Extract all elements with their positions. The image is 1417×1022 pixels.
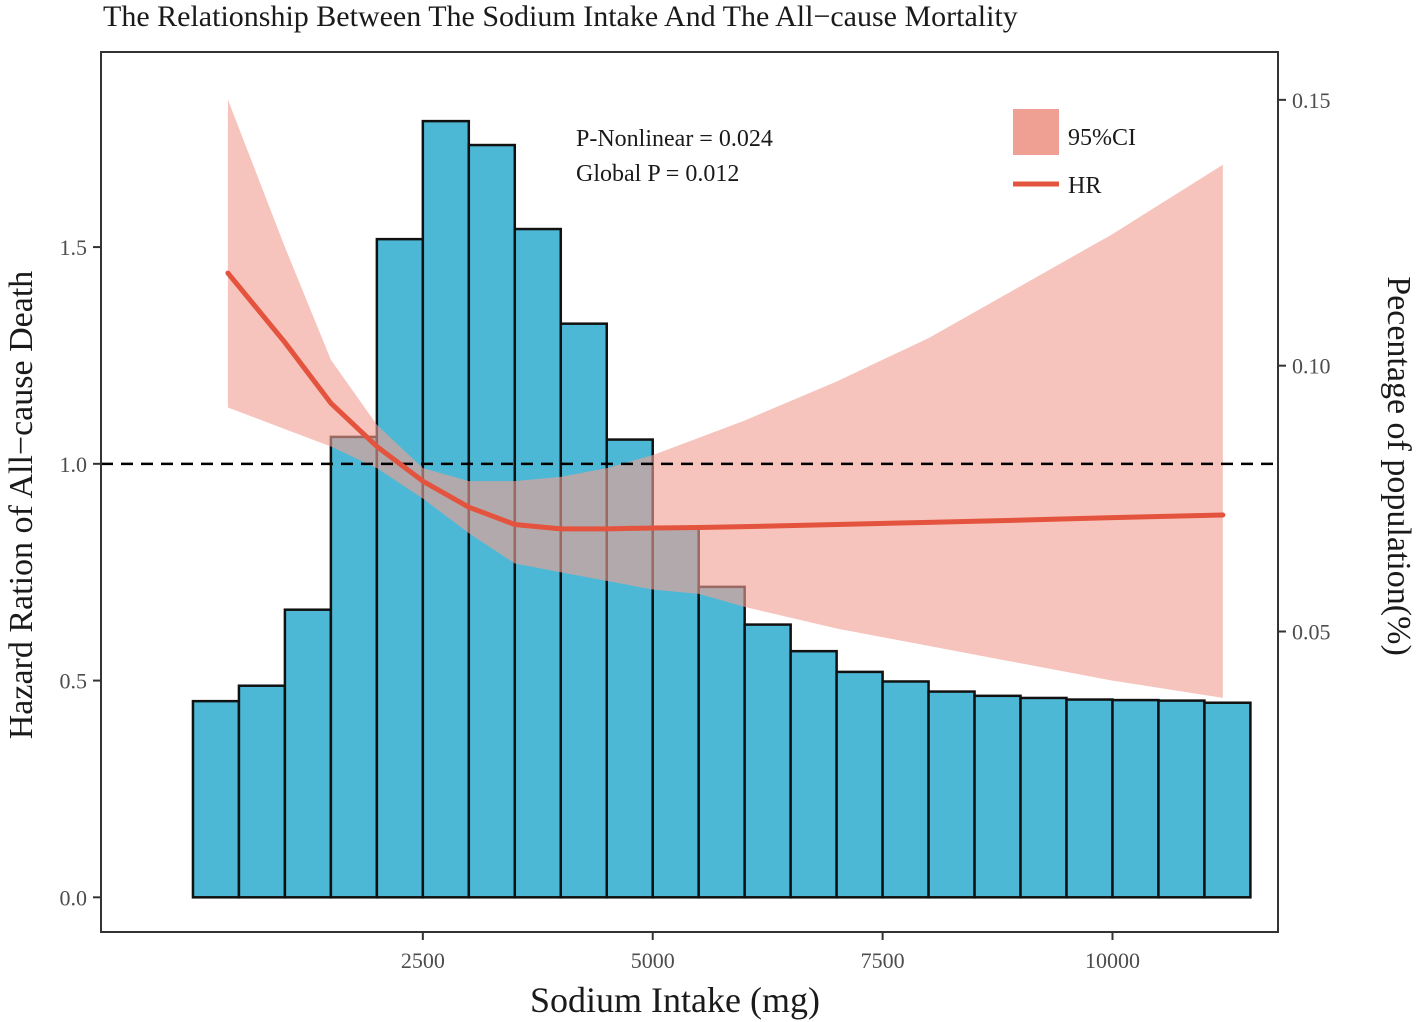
y-tick-label: 0.0 bbox=[60, 885, 88, 910]
histogram-bar bbox=[743, 623, 792, 899]
legend-ci-swatch bbox=[1013, 109, 1059, 155]
x-tick-label: 7500 bbox=[861, 948, 905, 973]
y2-axis-title: Pecentage of population(%) bbox=[1380, 276, 1417, 656]
x-tick-label: 5000 bbox=[631, 948, 675, 973]
histogram-bar bbox=[329, 435, 379, 899]
histogram-bar bbox=[559, 322, 608, 899]
chart-title: The Relationship Between The Sodium Inta… bbox=[103, 0, 1018, 33]
legend: 95%CI HR bbox=[1013, 109, 1136, 199]
legend-hr-label: HR bbox=[1068, 173, 1101, 199]
histogram-bar bbox=[283, 608, 333, 899]
y2-tick-label: 0.05 bbox=[1292, 619, 1331, 644]
global-p-annotation: Global P = 0.012 bbox=[576, 161, 739, 187]
histogram-bar bbox=[1203, 701, 1252, 899]
x-tick-label: 10000 bbox=[1085, 948, 1140, 973]
histogram-bar bbox=[375, 237, 425, 899]
y-tick-label: 1.0 bbox=[60, 452, 88, 477]
x-axis-title: Sodium Intake (mg) bbox=[530, 980, 820, 1020]
legend-ci-label: 95%CI bbox=[1068, 125, 1136, 151]
histogram-bar bbox=[697, 585, 746, 899]
y-axis-title: Hazard Ration of All−cause Death bbox=[3, 271, 40, 740]
histogram-bar bbox=[1157, 699, 1206, 899]
y2-tick-label: 0.10 bbox=[1292, 354, 1331, 379]
histogram-bar bbox=[835, 670, 884, 899]
y-tick-label: 0.5 bbox=[60, 669, 88, 694]
ci-band bbox=[227, 99, 1223, 698]
histogram-bar bbox=[927, 690, 976, 899]
histogram-bar bbox=[191, 699, 241, 899]
x-tick-label: 2500 bbox=[401, 948, 445, 973]
histogram-bar bbox=[1019, 696, 1068, 899]
plot-area bbox=[101, 99, 1278, 899]
axes: 2500 5000 7500 10000 0.0 0.5 1.0 1.5 0.05 0.10 0.1… bbox=[60, 88, 1331, 973]
y-tick-label: 1.5 bbox=[60, 235, 88, 260]
histogram-bar bbox=[1065, 698, 1114, 899]
p-nonlinear-annotation: P-Nonlinear = 0.024 bbox=[576, 126, 773, 152]
plot-frame bbox=[100, 51, 1279, 933]
histogram-bar bbox=[237, 684, 287, 899]
y2-tick-label: 0.15 bbox=[1292, 88, 1331, 113]
hr-line bbox=[225, 270, 1226, 532]
histogram-bar bbox=[973, 694, 1022, 899]
histogram-bar bbox=[1111, 698, 1160, 899]
histogram-bar bbox=[881, 680, 930, 899]
histogram-bar bbox=[789, 649, 838, 899]
